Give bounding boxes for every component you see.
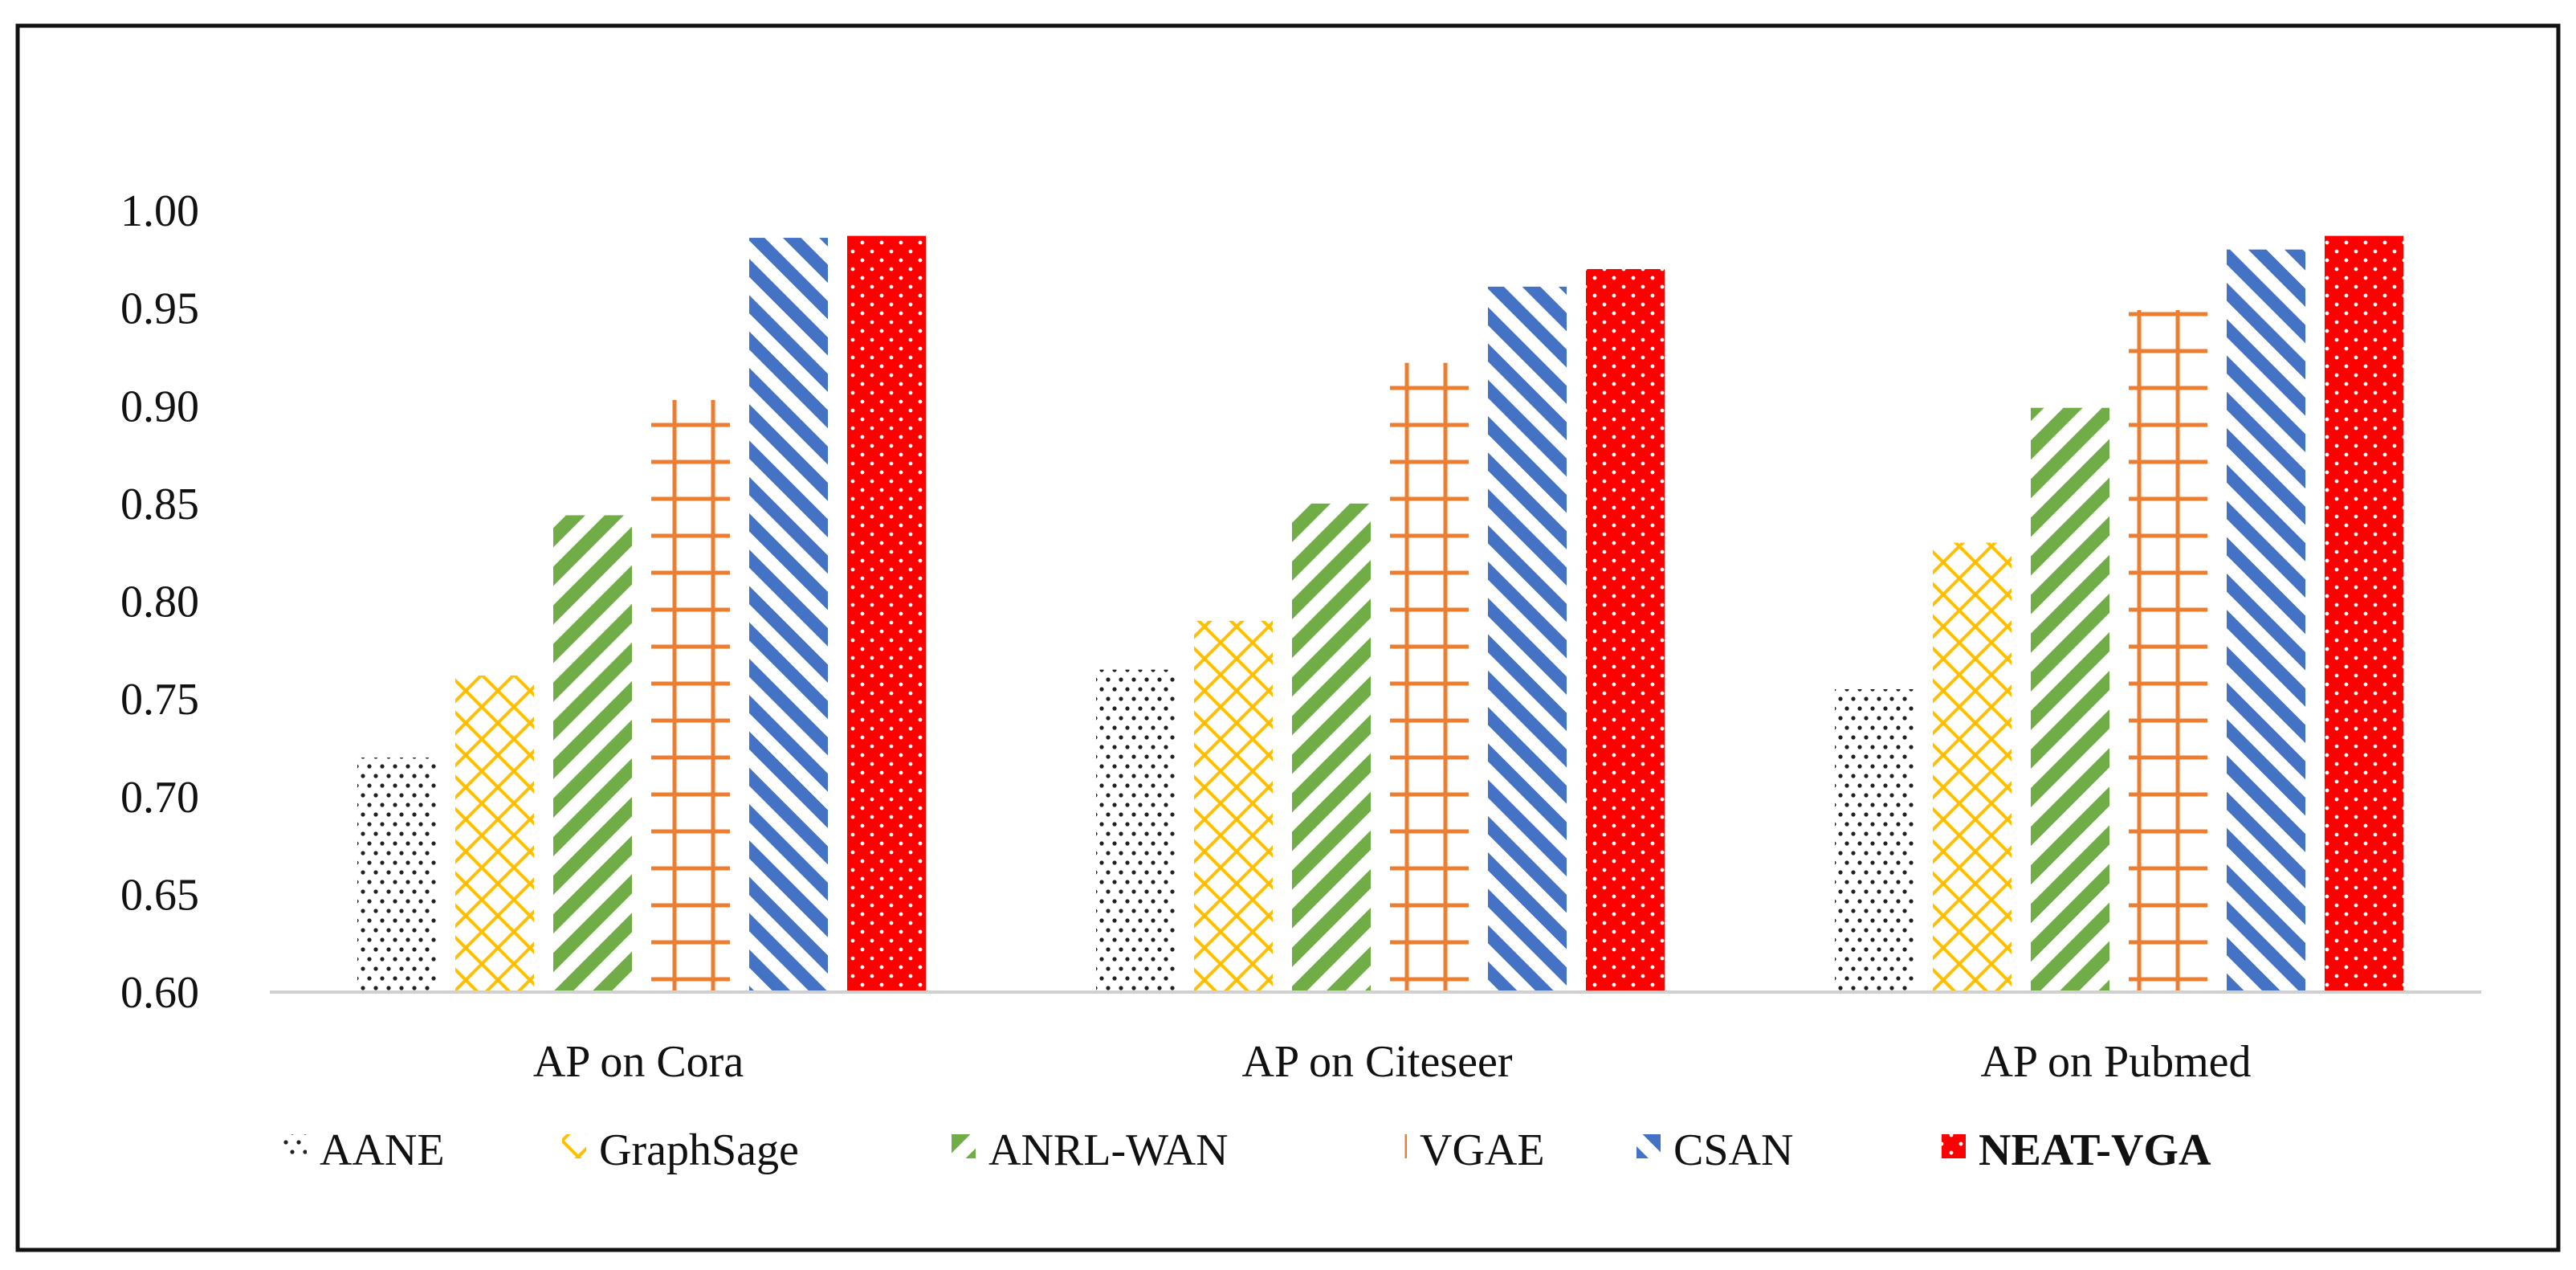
legend-swatch-graphsage <box>562 1134 586 1158</box>
legend-label-aane: AANE <box>320 1125 445 1175</box>
y-tick-label: 0.90 <box>120 382 199 431</box>
x-axis-category-labels: AP on Cora AP on Citeseer AP on Pubmed <box>533 1037 2252 1087</box>
bar-graphsage-2 <box>1194 620 1273 992</box>
x-category-label: AP on Cora <box>533 1037 744 1087</box>
bar-aane-2 <box>1096 669 1175 992</box>
legend-label-csan: CSAN <box>1673 1125 1793 1175</box>
y-tick-label: 0.95 <box>120 284 199 334</box>
legend-swatch-aane <box>283 1134 307 1158</box>
bar-neat-vga-3 <box>2325 235 2403 992</box>
y-tick-label: 0.85 <box>120 480 199 529</box>
x-category-label: AP on Citeseer <box>1242 1037 1513 1087</box>
bar-vgae-2 <box>1390 362 1469 992</box>
legend-swatch-neat-vga <box>1942 1134 1966 1158</box>
bar-csan-1 <box>749 238 828 992</box>
legend-label-vgae: VGAE <box>1420 1125 1545 1175</box>
legend: AANE GraphSage ANRL-WAN VGAE CSAN NEAT-VGA <box>283 1125 2211 1175</box>
x-category-label: AP on Pubmed <box>1980 1037 2251 1087</box>
bar-vgae-3 <box>2129 310 2207 992</box>
y-axis-ticks: 0.60 0.65 0.70 0.75 0.80 0.85 0.90 0.95 1.00 <box>120 186 199 1018</box>
legend-swatch-vgae <box>1383 1134 1407 1158</box>
bar-graphsage-1 <box>455 675 534 992</box>
y-tick-label: 0.60 <box>120 968 199 1018</box>
bar-aane-1 <box>357 758 436 992</box>
bar-graphsage-3 <box>1933 542 2011 992</box>
legend-swatch-anrl-wan <box>952 1134 976 1158</box>
bar-neat-vga-1 <box>847 235 926 992</box>
legend-label-anrl-wan: ANRL-WAN <box>988 1125 1229 1175</box>
y-tick-label: 0.75 <box>120 675 199 725</box>
bar-neat-vga-2 <box>1586 268 1665 993</box>
bar-aane-3 <box>1835 688 1914 992</box>
y-tick-label: 0.70 <box>120 773 199 823</box>
bar-anrl-wan-3 <box>2031 407 2109 992</box>
y-tick-label: 1.00 <box>120 186 199 236</box>
legend-swatch-csan <box>1636 1134 1661 1158</box>
legend-label-graphsage: GraphSage <box>599 1125 799 1175</box>
bar-anrl-wan-1 <box>553 515 632 992</box>
bar-csan-3 <box>2227 249 2305 992</box>
bar-anrl-wan-2 <box>1292 503 1371 992</box>
y-tick-label: 0.65 <box>120 870 199 920</box>
y-tick-label: 0.80 <box>120 578 199 627</box>
bars-group <box>357 235 2403 993</box>
legend-label-neat-vga: NEAT-VGA <box>1979 1125 2211 1175</box>
bar-vgae-1 <box>651 399 730 992</box>
bar-csan-2 <box>1488 286 1567 992</box>
